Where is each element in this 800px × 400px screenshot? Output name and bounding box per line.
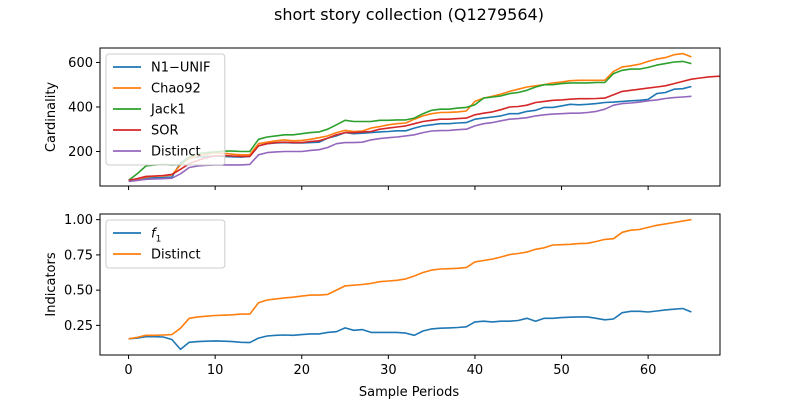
- y-tick-label: 400: [68, 100, 93, 115]
- chart-title: short story collection (Q1279564): [274, 5, 544, 24]
- legend-label: Distinct: [151, 248, 201, 263]
- legend-label: SOR: [151, 124, 179, 139]
- x-tick-label: 60: [640, 363, 657, 378]
- y-tick-label: 200: [68, 145, 93, 160]
- y-tick-label: 0.25: [64, 319, 93, 334]
- series-line-distinct: [128, 218, 692, 340]
- legend-label: N1−UNIF: [151, 61, 210, 76]
- series-line-f1: [128, 307, 692, 351]
- x-tick-label: 50: [553, 363, 570, 378]
- legend-label: Distinct: [151, 145, 201, 160]
- x-tick-label: 30: [380, 363, 397, 378]
- x-tick-label: 10: [207, 363, 224, 378]
- indicators-panel: 0.25 0.50 0.75 1.00 0 10 20 30 40 50 60 Indicators f…: [44, 213, 721, 378]
- legend: N1−UNIF Chao92 Jack1 SOR Distinct: [105, 53, 226, 166]
- y-tick-label: 0.50: [64, 284, 93, 299]
- y-axis-label: Cardinality: [44, 82, 59, 153]
- legend-label: Jack1: [150, 103, 186, 118]
- plot-frame: [99, 213, 721, 356]
- x-tick-label: 0: [124, 363, 132, 378]
- y-tick-label: 1.00: [64, 213, 93, 228]
- legend-label: Chao92: [151, 82, 201, 97]
- plot-frame: [99, 47, 721, 187]
- x-tick-label: 20: [293, 363, 310, 378]
- legend: f1 Distinct: [105, 219, 226, 269]
- y-axis-label: Indicators: [44, 252, 59, 316]
- y-tick-label: 0.75: [64, 248, 93, 263]
- legend-label: f1: [151, 227, 161, 245]
- y-tick-label: 600: [68, 56, 93, 71]
- cardinality-panel: 200 400 600 Cardinality N1−UNIF Chao92 Jack1 SO…: [44, 47, 721, 190]
- x-tick-label: 40: [467, 363, 484, 378]
- series-line-sor: [128, 75, 720, 182]
- x-axis-label: Sample Periods: [359, 385, 459, 400]
